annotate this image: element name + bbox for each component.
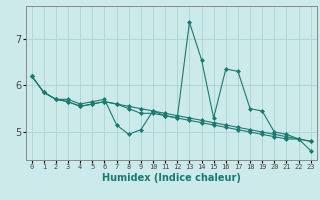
X-axis label: Humidex (Indice chaleur): Humidex (Indice chaleur) xyxy=(102,173,241,183)
